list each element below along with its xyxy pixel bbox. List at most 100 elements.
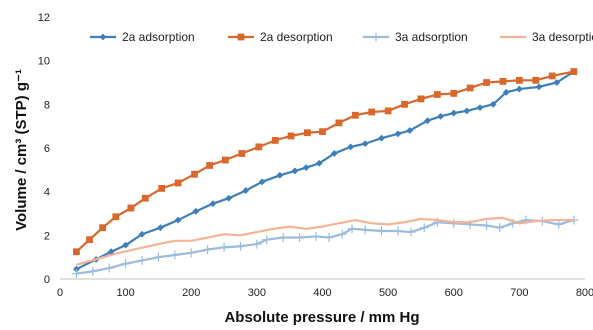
data-point [368, 108, 376, 116]
data-point [515, 85, 523, 93]
series-line [76, 218, 575, 275]
data-point [191, 170, 198, 178]
data-point [495, 223, 505, 233]
x-tick-label: 800 [576, 287, 593, 299]
y-tick-label: 12 [38, 12, 50, 24]
data-point [406, 127, 414, 134]
data-point [553, 79, 561, 86]
data-point [315, 159, 323, 167]
data-point [127, 204, 135, 212]
data-point [417, 95, 425, 103]
data-point [238, 150, 246, 157]
x-tick-label: 400 [313, 287, 331, 299]
data-point [515, 76, 523, 84]
data-point [482, 221, 492, 231]
data-point [242, 187, 250, 194]
data-point [225, 194, 233, 202]
y-tick-label: 0 [44, 274, 50, 286]
data-point [302, 164, 310, 172]
data-point [192, 207, 200, 215]
series-1 [73, 68, 578, 273]
data-point [330, 150, 338, 157]
x-tick-label: 300 [248, 287, 266, 299]
legend-label: 2a desorption [260, 30, 333, 44]
data-point [252, 239, 262, 249]
legend: 2a adsorption 2a desorption 3a adsorption 3… [90, 30, 593, 44]
data-point [384, 107, 392, 115]
series-layer [71, 68, 579, 279]
data-point [437, 112, 445, 120]
data-point [335, 119, 343, 127]
data-point [219, 242, 229, 252]
x-tick-label: 600 [445, 287, 463, 299]
data-point [394, 130, 402, 138]
data-point [157, 224, 164, 232]
data-point [278, 233, 288, 243]
data-point [337, 229, 347, 239]
series-line [76, 216, 574, 266]
data-point [99, 224, 107, 232]
y-tick-label: 10 [38, 56, 50, 68]
data-point [535, 83, 543, 91]
data-point [71, 269, 81, 279]
x-tick-label: 500 [379, 287, 397, 299]
data-point [406, 227, 416, 237]
y-tick-label: 2 [44, 230, 50, 242]
data-point [401, 100, 408, 108]
data-point [99, 33, 107, 41]
data-point [393, 226, 403, 236]
y-tick-label: 6 [44, 143, 50, 155]
data-point [73, 248, 80, 256]
data-point [262, 235, 272, 245]
legend-entry: 2a desorption [228, 30, 333, 44]
data-point [570, 68, 578, 75]
data-point [141, 194, 149, 202]
data-point [476, 104, 484, 112]
data-point [304, 129, 311, 137]
data-point [532, 76, 540, 84]
data-point [121, 259, 131, 269]
legend-entry: 2a adsorption [90, 30, 195, 44]
data-point [203, 245, 213, 255]
data-point [186, 248, 196, 258]
data-point [377, 226, 387, 236]
series-line [75, 70, 575, 271]
data-point [347, 143, 355, 151]
data-point [483, 79, 490, 86]
data-point [88, 266, 98, 276]
data-point [450, 90, 458, 97]
x-tick-label: 200 [182, 287, 200, 299]
series-4 [76, 216, 574, 266]
data-point [235, 241, 245, 251]
data-point [287, 132, 295, 140]
data-point [433, 91, 441, 98]
data-point [554, 219, 564, 229]
data-point [174, 179, 182, 187]
data-point [107, 248, 115, 256]
data-point [466, 84, 474, 92]
data-point [371, 32, 381, 42]
data-point [153, 252, 163, 262]
series-2 [73, 68, 578, 256]
x-tick-label: 100 [116, 287, 134, 299]
data-point [502, 88, 510, 96]
data-point [104, 263, 114, 273]
data-point [209, 200, 217, 208]
data-point [206, 162, 214, 169]
data-point [291, 167, 299, 175]
data-point [137, 255, 147, 265]
data-point [499, 78, 507, 85]
data-point [112, 213, 120, 221]
data-point [122, 241, 130, 249]
data-point [351, 111, 359, 119]
y-tick-label: 4 [44, 187, 50, 199]
data-point [138, 230, 146, 238]
data-point [489, 100, 497, 108]
data-point [463, 107, 471, 115]
data-point [347, 224, 357, 234]
series-3 [71, 215, 579, 279]
data-point [324, 233, 334, 243]
legend-entry: 3a desorption [500, 30, 593, 44]
y-tick-label: 8 [44, 99, 50, 111]
